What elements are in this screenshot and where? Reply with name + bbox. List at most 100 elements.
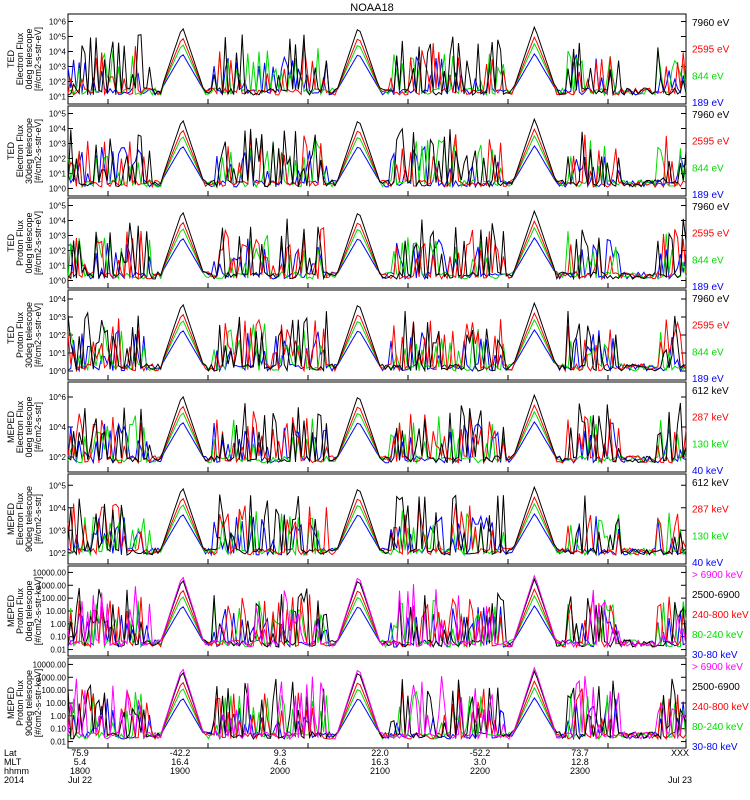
y-axis-label-line: Electron Flux xyxy=(15,32,25,85)
y-tick-label: 10^3 xyxy=(49,63,67,72)
x-row-value: 75.9 xyxy=(71,748,89,758)
legend-entry: 2595 eV xyxy=(692,137,730,148)
y-axis-label-line: [#/cm2-s-str-eV] xyxy=(33,211,43,275)
x-row-value: Jul 23 xyxy=(668,775,692,785)
series-6900-kev-trace xyxy=(67,574,687,649)
y-tick-label: 100.00 xyxy=(42,594,67,603)
y-axis-label: MEPEDElectron Flux90deg telescope[#/cm2-… xyxy=(6,486,43,552)
x-row-value: 3.0 xyxy=(474,757,487,767)
panel-4: 10^0 10^1 10^2 10^3 10^4 TEDProton Flux30deg … xyxy=(6,289,730,385)
y-axis-label-line: [#/cm2-s-str-eV] xyxy=(33,119,43,183)
y-axis-label-line: [#/cm2-s-str-keV] xyxy=(33,577,43,646)
panel-1: 10^1 10^2 10^3 10^4 10^5 10^6 TEDElectron Flux… xyxy=(6,13,730,109)
panel-frame xyxy=(67,105,687,197)
y-tick-label: 10^5 xyxy=(49,202,67,211)
legend-entry: 2595 eV xyxy=(692,229,730,240)
y-axis-label-line: 0deg telescope xyxy=(24,580,34,641)
y-tick-label: 10^4 xyxy=(49,48,67,57)
y-tick-label: 10^3 xyxy=(49,526,67,535)
legend-entry: 30-80 keV xyxy=(692,742,738,753)
y-tick-label: 10^2 xyxy=(49,155,67,164)
x-row-value: 16.4 xyxy=(171,757,189,767)
legend-entry: 844 eV xyxy=(692,347,724,358)
y-tick-label: 10^2 xyxy=(49,247,67,256)
x-row-value: -42.2 xyxy=(170,748,191,758)
legend-entry: 240-800 keV xyxy=(692,702,749,713)
y-tick-label: 10^2 xyxy=(49,549,67,558)
panel-8: 0.010.101.0010.00100.001000.0010000.00ME… xyxy=(6,657,749,753)
y-axis-label: TEDElectron Flux0deg telescope[#/cm2-s-s… xyxy=(6,27,43,91)
legend-entry: 130 keV xyxy=(692,439,729,450)
y-axis-label: TEDProton Flux30deg telescope[#/cm2-s-st… xyxy=(6,302,43,368)
legend-entry: 80-240 keV xyxy=(692,630,743,641)
panel-5: 10^2 10^4 10^6 MEPEDElectron Flux0deg teles… xyxy=(6,381,729,477)
y-axis-label-line: Electron Flux xyxy=(15,492,25,545)
legend-entry: 189 eV xyxy=(692,282,724,293)
x-row-value: 22.0 xyxy=(371,748,389,758)
legend-entry: 7960 eV xyxy=(692,202,730,213)
x-row-label: MLT xyxy=(4,757,22,767)
x-row-value: XXX xyxy=(671,748,689,758)
y-axis-label-line: Proton Flux xyxy=(15,219,25,266)
panel-frame xyxy=(67,473,687,565)
legend-entry: 844 eV xyxy=(692,255,724,266)
y-tick-label: 10^6 xyxy=(49,18,67,27)
y-tick-label: 10^4 xyxy=(49,217,67,226)
x-row-label: Lat xyxy=(4,748,17,758)
x-row-value: 2300 xyxy=(570,766,590,776)
legend-entry: 612 keV xyxy=(692,478,729,489)
x-row-value: 5.4 xyxy=(74,757,87,767)
y-axis-label: MEPEDProton Flux90deg telescope[#/cm2-s-… xyxy=(6,669,43,738)
series-189-ev-trace xyxy=(67,52,687,96)
y-axis-label: MEPEDProton Flux0deg telescope[#/cm2-s-s… xyxy=(6,577,43,646)
y-axis-label-line: MEPED xyxy=(6,595,16,628)
y-tick-label: 10^1 xyxy=(49,262,67,271)
legend-entry: 80-240 keV xyxy=(692,722,743,733)
x-row-value: 4.6 xyxy=(274,757,287,767)
y-tick-label: 10^4 xyxy=(49,423,67,432)
y-axis-label-line: 30deg telescope xyxy=(24,118,34,184)
y-tick-label: 0.01 xyxy=(50,646,66,655)
y-tick-label: 10^1 xyxy=(49,349,67,358)
plot-title: NOAA18 xyxy=(350,2,393,14)
x-row-value: Jul 22 xyxy=(68,775,92,785)
x-row-value: 12.8 xyxy=(571,757,589,767)
y-axis-label-line: Electron Flux xyxy=(15,400,25,453)
series-30-80-kev-trace xyxy=(67,604,687,649)
x-row-value: 2100 xyxy=(370,766,390,776)
legend-entry: 2500-6900 xyxy=(692,590,740,601)
y-tick-label: 10.00 xyxy=(46,607,67,616)
y-axis-label-line: [#/cm2-s-str] xyxy=(33,402,43,452)
legend-entry: 130 keV xyxy=(692,531,729,542)
series-612-kev-trace xyxy=(67,393,687,465)
y-axis-label: MEPEDElectron Flux0deg telescope[#/cm2-s… xyxy=(6,396,43,457)
y-tick-label: 10^0 xyxy=(49,367,67,376)
y-axis-label-line: 90deg telescope xyxy=(24,486,34,552)
y-tick-label: 10000.00 xyxy=(33,660,67,669)
y-tick-label: 1.00 xyxy=(50,620,66,629)
y-axis-label-line: TED xyxy=(6,233,16,252)
y-tick-label: 10000.00 xyxy=(33,568,67,577)
x-row-value: -52.2 xyxy=(470,748,491,758)
series-287-kev-trace xyxy=(67,495,687,556)
y-axis-label-line: 0deg telescope xyxy=(24,212,34,273)
y-axis-label-line: Electron Flux xyxy=(15,124,25,177)
y-axis-label-line: [#/cm2-s-str-eV] xyxy=(33,303,43,367)
legend-entry: 40 keV xyxy=(692,466,723,477)
series-30-80-kev-trace xyxy=(67,696,687,741)
legend-entry: 7960 eV xyxy=(692,18,730,29)
series-40-kev-trace xyxy=(67,420,687,465)
panel-2: 10^0 10^1 10^2 10^3 10^4 10^5 TEDElectron Flux… xyxy=(6,105,730,201)
y-axis-label-line: 30deg telescope xyxy=(24,302,34,368)
x-row-value: 16.3 xyxy=(371,757,389,767)
x-row-value: 2000 xyxy=(270,766,290,776)
panel-6: 10^2 10^3 10^4 10^5 MEPEDElectron Flux90deg … xyxy=(6,473,729,569)
y-tick-label: 10^4 xyxy=(49,295,67,304)
y-tick-label: 0.01 xyxy=(50,738,66,747)
y-tick-label: 10^6 xyxy=(49,393,67,402)
legend-entry: 40 keV xyxy=(692,558,723,569)
y-axis-label-line: 0deg telescope xyxy=(24,396,34,457)
legend-entry: 2500-6900 xyxy=(692,682,740,693)
